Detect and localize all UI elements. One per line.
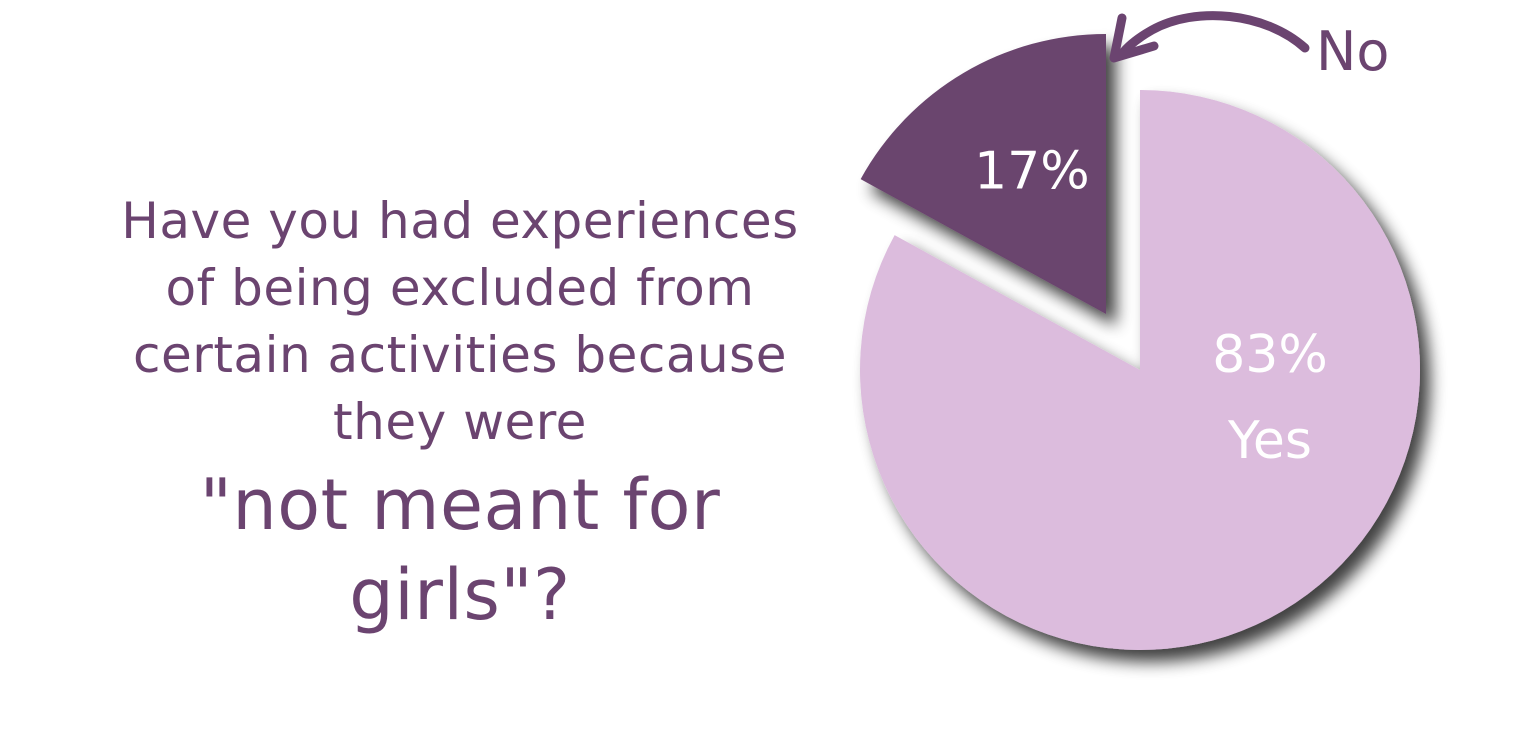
question-line: of being excluded from — [165, 259, 755, 317]
pie-slice-no — [860, 34, 1106, 314]
question-emphasis: "not meant for girls"? — [199, 464, 721, 636]
question-text: Have you had experiences of being exclud… — [80, 188, 840, 456]
callout-arrowhead-icon — [1109, 13, 1159, 63]
question-line: certain activities because — [133, 326, 787, 384]
slice-value-label-no: 17% — [974, 142, 1090, 202]
slice-value-label-yes: 83% — [1212, 325, 1328, 385]
pie-slices — [860, 34, 1420, 650]
no-callout: No — [1109, 11, 1389, 83]
callout-label-no: No — [1316, 20, 1389, 83]
pie-slice-yes — [860, 90, 1420, 650]
question-line: they were — [333, 393, 587, 451]
survey-question: Have you had experiences of being exclud… — [80, 188, 840, 640]
slice-category-label-yes: Yes — [1227, 411, 1312, 471]
question-line: Have you had experiences — [121, 192, 799, 250]
pie-slice-labels: 17% 83% Yes — [974, 142, 1328, 471]
callout-arrow-icon — [1117, 11, 1310, 59]
